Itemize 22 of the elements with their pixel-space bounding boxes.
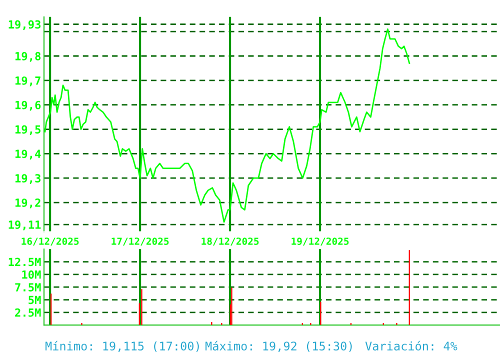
y-tick-label: 19,7 — [15, 76, 40, 86]
x-tick-label: 17/12/2025 — [112, 238, 169, 246]
y-tick-label: 19,93 — [8, 20, 41, 30]
y-tick-label: 19,8 — [15, 52, 41, 62]
y-tick-label: 5M — [28, 296, 41, 304]
y-tick-label: 19,3 — [15, 174, 40, 184]
text: Máximo: 19,92 (15:30) — [205, 340, 352, 352]
line-series — [44, 28, 410, 223]
y-tick-label: 19,4 — [15, 150, 41, 160]
y-tick-label: 19,2 — [15, 198, 40, 208]
y-tick-label: 7.5M — [15, 283, 41, 292]
y-tick-label: 19,5 — [15, 125, 40, 136]
y-tick-label: 19,6 — [15, 100, 41, 111]
y-tick-label: 10M — [22, 270, 41, 279]
y-tick-label: 12.5M — [8, 258, 41, 266]
y-tick-label: 19,11 — [8, 220, 41, 230]
x-tick-label: 18/12/2025 — [202, 238, 259, 246]
text: Mínimo: 19,115 (17:00) — [45, 340, 199, 352]
x-tick-label: 16/12/2025 — [22, 238, 79, 246]
y-tick-label: 2.5M — [15, 308, 41, 317]
x-tick-label: 19/12/2025 — [292, 238, 349, 246]
text: Variación: 4% — [365, 340, 458, 351]
